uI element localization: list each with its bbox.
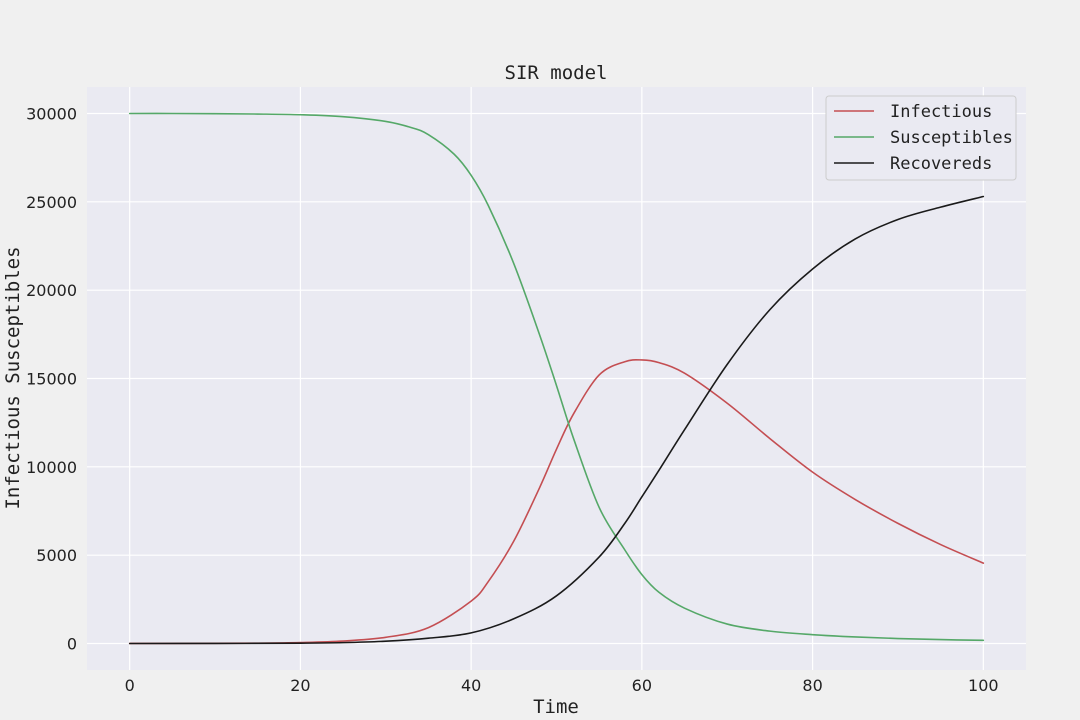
- y-tick-label: 10000: [26, 458, 77, 477]
- y-axis-title: Infectious Susceptibles: [2, 246, 24, 509]
- legend: Infectious Susceptibles Recovereds: [825, 95, 1017, 181]
- y-tick-label: 30000: [26, 105, 77, 124]
- x-tick-label: 100: [968, 676, 999, 695]
- y-tick-label: 25000: [26, 193, 77, 212]
- x-axis-title: Time: [533, 696, 579, 718]
- tick-labels: 0 20 40 60 80 100 0 5000 10000 15000 20000 25000 300…: [26, 105, 998, 696]
- legend-label-infectious: Infectious: [890, 102, 992, 122]
- y-tick-label: 15000: [26, 370, 77, 389]
- x-tick-label: 40: [461, 676, 481, 695]
- x-tick-label: 0: [125, 676, 135, 695]
- y-tick-label: 20000: [26, 281, 77, 300]
- series-layer: [128, 112, 985, 645]
- legend-frame: [825, 95, 1017, 181]
- y-tick-label: 5000: [36, 546, 77, 565]
- x-tick-label: 60: [632, 676, 652, 695]
- x-tick-label: 80: [802, 676, 822, 695]
- y-tick-label: 0: [67, 635, 77, 654]
- chart-title: SIR model: [505, 62, 608, 84]
- legend-label-recovereds: Recovereds: [890, 154, 992, 174]
- x-tick-label: 20: [290, 676, 310, 695]
- series-line-susceptibles: [128, 112, 985, 642]
- legend-label-susceptibles: Susceptibles: [890, 128, 1013, 148]
- series-line-recovereds: [128, 195, 985, 645]
